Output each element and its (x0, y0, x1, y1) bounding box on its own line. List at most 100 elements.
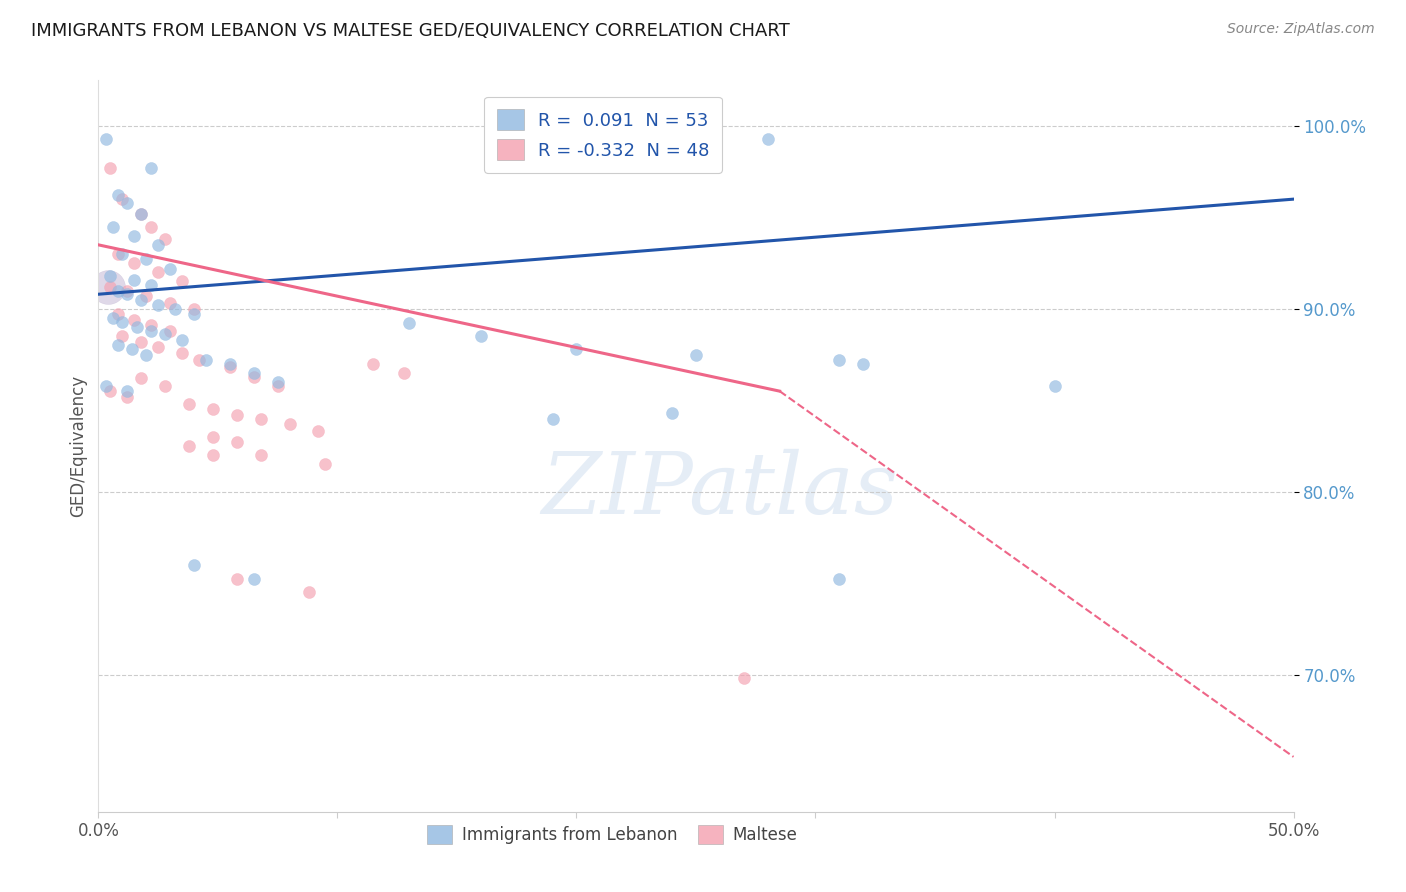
Point (115, 384, 138, 399)
Point (307, 425, 329, 439)
Point (98, 268, 122, 283)
Point (98, 161, 122, 175)
Point (148, 298, 170, 312)
Point (183, 558, 205, 572)
Point (187, 353, 209, 368)
Point (685, 347, 707, 362)
Point (124, 256, 146, 270)
Point (195, 353, 218, 368)
Point (226, 435, 249, 450)
Point (107, 307, 129, 321)
Point (852, 357, 875, 371)
Point (115, 195, 138, 210)
Point (155, 378, 177, 392)
Point (139, 161, 162, 175)
Point (124, 228, 146, 243)
Point (97, 280, 120, 294)
Point (139, 324, 162, 338)
Point (94, 132, 117, 146)
Point (159, 324, 181, 338)
Point (470, 329, 492, 343)
Point (267, 375, 290, 389)
Point (363, 357, 385, 371)
Point (124, 313, 146, 327)
Legend: Immigrants from Lebanon, Maltese: Immigrants from Lebanon, Maltese (420, 818, 804, 851)
Point (398, 317, 420, 331)
Point (111, 192, 134, 206)
Point (98, 280, 122, 294)
Point (530, 155, 553, 169)
Point (94, 378, 117, 392)
Point (172, 345, 194, 359)
Point (250, 448, 273, 462)
Point (226, 408, 249, 422)
Point (101, 310, 124, 325)
Point (135, 347, 157, 362)
Point (159, 296, 181, 310)
Point (243, 366, 266, 380)
Point (98, 384, 122, 399)
Point (139, 278, 162, 293)
Point (131, 207, 153, 221)
Point (155, 232, 177, 246)
Point (179, 439, 201, 453)
Point (733, 671, 755, 685)
Point (756, 132, 779, 146)
Point (298, 585, 321, 599)
Point (172, 274, 194, 288)
Point (226, 573, 249, 587)
Text: Source: ZipAtlas.com: Source: ZipAtlas.com (1227, 22, 1375, 37)
Text: ZIPatlas: ZIPatlas (541, 449, 898, 532)
Point (155, 327, 177, 342)
Point (163, 301, 186, 316)
Point (183, 301, 205, 316)
Point (148, 340, 170, 354)
Point (111, 315, 134, 329)
Point (131, 334, 153, 349)
Point (172, 333, 194, 347)
Point (202, 448, 225, 462)
Point (115, 284, 138, 298)
Point (139, 318, 162, 333)
Point (135, 289, 157, 303)
Point (394, 366, 416, 380)
Point (107, 338, 129, 352)
Point (124, 272, 146, 286)
Point (115, 390, 138, 404)
Point (131, 293, 153, 307)
Point (115, 287, 138, 301)
Point (278, 417, 301, 431)
Point (121, 342, 143, 356)
Point (541, 411, 564, 425)
Point (107, 247, 129, 261)
Point (101, 219, 124, 234)
Point (125, 320, 148, 334)
Point (111, 247, 134, 261)
Point (1043, 378, 1066, 392)
Point (250, 411, 273, 425)
Point (179, 397, 201, 411)
Point (828, 353, 851, 368)
Point (135, 252, 157, 267)
Point (315, 458, 337, 472)
Point (148, 237, 170, 252)
Point (661, 406, 683, 420)
Point (243, 573, 266, 587)
Point (219, 357, 242, 371)
Y-axis label: GED/Equivalency: GED/Equivalency (69, 375, 87, 517)
Point (148, 265, 170, 279)
Point (828, 573, 851, 587)
Point (267, 378, 290, 392)
Point (202, 402, 225, 417)
Point (202, 430, 225, 444)
Point (183, 307, 205, 321)
Point (107, 284, 129, 298)
Point (131, 207, 153, 221)
Point (131, 371, 153, 385)
Text: IMMIGRANTS FROM LEBANON VS MALTESE GED/EQUIVALENCY CORRELATION CHART: IMMIGRANTS FROM LEBANON VS MALTESE GED/E… (31, 22, 790, 40)
Point (219, 360, 242, 375)
Point (159, 261, 181, 276)
Point (243, 369, 266, 384)
Point (107, 188, 129, 202)
Point (111, 329, 134, 343)
